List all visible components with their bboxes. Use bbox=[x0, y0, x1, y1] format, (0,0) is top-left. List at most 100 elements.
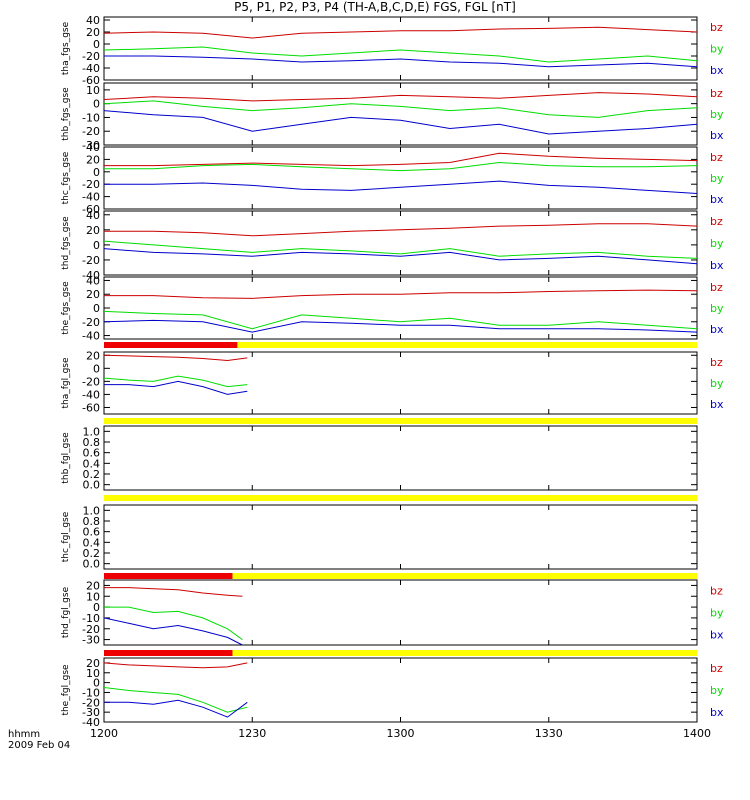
ytick-label: 20 bbox=[86, 26, 100, 39]
ytick-label: -10 bbox=[82, 686, 100, 699]
time-axis-label: hhmm bbox=[8, 729, 40, 740]
series-bz-line bbox=[104, 223, 698, 237]
panel-frame bbox=[103, 504, 698, 570]
legend-bz: bz bbox=[710, 215, 723, 228]
series-bz-line bbox=[104, 152, 698, 167]
status-bar bbox=[104, 495, 697, 501]
ytick-label: -20 bbox=[82, 254, 100, 267]
ytick-label: 0 bbox=[93, 302, 100, 315]
legend-by: by bbox=[710, 302, 724, 315]
panel-frame bbox=[103, 210, 698, 276]
ytick-label: -20 bbox=[82, 696, 100, 709]
series-bz-line bbox=[103, 26, 698, 39]
ytick-label: -40 bbox=[82, 330, 100, 343]
plot-title: P5, P1, P2, P3, P4 (TH-A,B,C,D,E) FGS, F… bbox=[234, 0, 516, 14]
panel-frame bbox=[103, 276, 698, 340]
ytick-label: 0.8 bbox=[83, 515, 101, 528]
status-bar-yellow bbox=[104, 495, 697, 501]
legend-bx: bx bbox=[710, 323, 724, 336]
ytick-label: -10 bbox=[82, 612, 100, 625]
ytick-label: 20 bbox=[86, 657, 100, 670]
legend-by: by bbox=[710, 237, 724, 250]
ylabel: tha_fgl_gse bbox=[61, 357, 71, 409]
status-bar-red bbox=[104, 650, 233, 656]
series-bx-line bbox=[104, 699, 248, 718]
ytick-label: -10 bbox=[82, 111, 100, 124]
legend-bz: bz bbox=[710, 356, 723, 369]
ytick-label: 0.4 bbox=[83, 536, 101, 549]
status-bar-red bbox=[104, 342, 238, 348]
ytick-label: 0 bbox=[93, 239, 100, 252]
series-bz-line bbox=[104, 289, 698, 299]
series-by-line bbox=[103, 310, 698, 330]
ytick-label: 0.6 bbox=[83, 526, 101, 539]
series-bz-line bbox=[104, 587, 243, 597]
ytick-label: -40 bbox=[82, 716, 100, 729]
ytick-label: 0 bbox=[93, 362, 100, 375]
ytick-label: 0.2 bbox=[83, 468, 101, 481]
xtick-label: 1230 bbox=[238, 727, 266, 740]
legend-bx: bx bbox=[710, 259, 724, 272]
ytick-label: -40 bbox=[82, 269, 100, 282]
legend-by: by bbox=[710, 607, 724, 620]
legend-bx: bx bbox=[710, 129, 724, 142]
ytick-label: 20 bbox=[86, 224, 100, 237]
ytick-label: 1.0 bbox=[83, 425, 101, 438]
ytick-label: 0.6 bbox=[83, 447, 101, 460]
panel-thb_fgl: 1.00.80.60.40.20.0 thb_fgl_gse bbox=[61, 425, 698, 492]
time-axis: 1200 1230 1300 1330 1400 bbox=[90, 727, 711, 740]
status-bar-red bbox=[104, 573, 233, 579]
panel-frame bbox=[103, 146, 698, 210]
legend-bz: bz bbox=[710, 662, 723, 675]
ytick-label: -20 bbox=[82, 125, 100, 138]
legend-bz: bz bbox=[710, 21, 723, 34]
status-bar-yellow bbox=[232, 573, 697, 579]
xtick-label: 1330 bbox=[535, 727, 563, 740]
ytick-label: 0 bbox=[93, 601, 100, 614]
panel-tha_fgl: 200-20-40-60 tha_fgl_gse bz by bx bbox=[61, 349, 724, 415]
legend-bx: bx bbox=[710, 629, 724, 642]
status-bars-group bbox=[104, 342, 698, 656]
ylabel: thd_fgl_gse bbox=[61, 586, 71, 638]
series-bz-line bbox=[103, 662, 248, 669]
series-bx-line bbox=[104, 55, 698, 68]
ytick-label: 0.0 bbox=[83, 479, 101, 492]
series-bx-line bbox=[103, 319, 698, 333]
ytick-label: 0.4 bbox=[83, 457, 101, 470]
series-by-line bbox=[104, 606, 243, 641]
series-by-line bbox=[104, 161, 698, 172]
ytick-label: 40 bbox=[86, 141, 100, 154]
ytick-label: 40 bbox=[86, 274, 100, 287]
ytick-label: -30 bbox=[82, 706, 100, 719]
series-bx-line bbox=[103, 248, 698, 265]
ytick-label: -40 bbox=[82, 191, 100, 204]
ytick-label: 0.0 bbox=[83, 558, 101, 571]
panel-thd_fgs: 40 20 0 -20 -40 thd_fgs_gse bz by bx bbox=[61, 209, 724, 282]
legend-bz: bz bbox=[710, 584, 723, 597]
ylabel: the_fgs_gse bbox=[61, 281, 71, 335]
ytick-label: 20 bbox=[86, 288, 100, 301]
legend-by: by bbox=[710, 377, 724, 390]
ylabel: thc_fgs_gse bbox=[61, 151, 71, 204]
legend-bz: bz bbox=[710, 151, 723, 164]
panel-thb_fgs: 100-10-20-30 thb_fgs_gse bz by bx bbox=[61, 82, 724, 152]
xtick-label: 1200 bbox=[90, 727, 118, 740]
legend-by: by bbox=[710, 172, 724, 185]
legend-by: by bbox=[710, 684, 724, 697]
date-label: 2009 Feb 04 bbox=[8, 740, 70, 751]
status-bar bbox=[104, 342, 698, 348]
legend-bz: bz bbox=[710, 281, 723, 294]
series-bz-line bbox=[103, 354, 248, 362]
ytick-label: 0.2 bbox=[83, 547, 101, 560]
panel-frame bbox=[103, 425, 698, 491]
legend-by: by bbox=[710, 43, 724, 56]
series-bx-line bbox=[104, 380, 248, 395]
status-bar-yellow bbox=[104, 418, 697, 424]
panel-frame bbox=[103, 16, 698, 81]
series-bx-line bbox=[103, 110, 698, 135]
